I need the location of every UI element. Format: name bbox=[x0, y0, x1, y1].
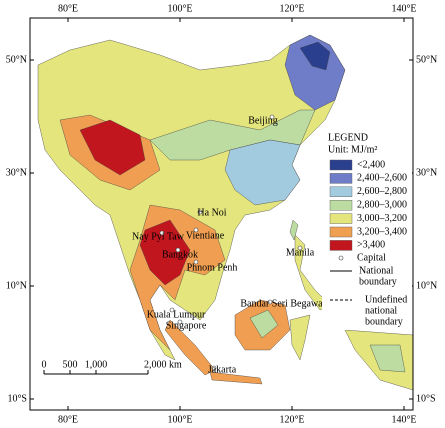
legend-label: <2,400 bbox=[357, 159, 385, 170]
lon-label: 120°E bbox=[279, 3, 304, 14]
legend-label: boundary bbox=[365, 316, 403, 327]
legend-swatch bbox=[329, 226, 353, 238]
lat-label: 50°N bbox=[416, 54, 437, 65]
lat-label: 50°N bbox=[6, 54, 27, 65]
legend-swatch bbox=[329, 159, 353, 171]
land-region bbox=[224, 139, 301, 206]
capital-label: Jakarta bbox=[208, 364, 237, 375]
capital-label: Kuala Lumpur bbox=[147, 309, 206, 320]
lon-label: 120°E bbox=[279, 414, 304, 425]
capital-label: Manila bbox=[286, 247, 315, 258]
legend-swatch bbox=[329, 186, 353, 198]
capital-label: Singapore bbox=[166, 320, 207, 331]
legend-label: Capital bbox=[357, 252, 386, 263]
capital-label: Vientiane bbox=[186, 230, 225, 241]
land bbox=[37, 34, 414, 391]
legend-label: 2,600–2,800 bbox=[357, 186, 407, 197]
land-region bbox=[299, 41, 331, 71]
land-region bbox=[164, 319, 216, 376]
scale-label: 0 bbox=[42, 359, 47, 370]
lon-label: 140°E bbox=[391, 3, 416, 14]
scale-label: 1,000 bbox=[85, 359, 108, 370]
map-frame-border bbox=[29, 17, 414, 411]
legend-label: National bbox=[359, 265, 394, 276]
capital-label: Nay Pyi Taw bbox=[132, 231, 185, 242]
capital-marker bbox=[193, 227, 199, 233]
capital-marker bbox=[211, 365, 217, 371]
capital-label: Ha Noi bbox=[197, 207, 226, 218]
legend-swatch bbox=[329, 199, 353, 211]
land-region bbox=[209, 371, 263, 385]
lat-label: 30°N bbox=[6, 167, 27, 178]
lat-label: 10°S bbox=[416, 393, 436, 404]
lon-label: 100°E bbox=[167, 3, 192, 14]
lon-label: 80°E bbox=[58, 3, 78, 14]
lon-label: 100°E bbox=[167, 414, 192, 425]
land-region bbox=[249, 309, 279, 339]
land-region bbox=[284, 34, 346, 111]
legend-label: boundary bbox=[359, 276, 397, 287]
capital-marker bbox=[175, 247, 181, 253]
capital-marker bbox=[297, 245, 303, 251]
lat-label: 10°N bbox=[6, 280, 27, 291]
legend-swatch bbox=[329, 240, 353, 251]
lon-label: 140°E bbox=[391, 414, 416, 425]
legend-capital-marker bbox=[338, 255, 344, 261]
capital-marker bbox=[197, 209, 203, 215]
land-region bbox=[139, 219, 191, 286]
legend-swatch bbox=[329, 213, 353, 224]
scale-label: 500 bbox=[63, 359, 78, 370]
lat-label: 30°N bbox=[416, 167, 437, 178]
legend-label: >3,400 bbox=[357, 240, 385, 251]
legend-label: Undefined bbox=[365, 294, 407, 305]
capital-marker bbox=[159, 230, 165, 236]
scale-label: 2,000 km bbox=[144, 359, 182, 370]
legend-title: LEGEND bbox=[328, 132, 368, 143]
capital-marker bbox=[267, 299, 273, 305]
lat-label: 10°N bbox=[416, 280, 437, 291]
capital-marker bbox=[169, 307, 175, 313]
land-region bbox=[289, 219, 299, 241]
capital-marker bbox=[193, 259, 199, 265]
land-region bbox=[369, 344, 406, 373]
capital-marker bbox=[177, 319, 183, 325]
lon-label: 80°E bbox=[58, 414, 78, 425]
capital-marker bbox=[269, 114, 275, 120]
capital-label: Bangkok bbox=[162, 249, 198, 260]
legend-unit: Unit: MJ/m² bbox=[328, 144, 377, 155]
legend-swatch bbox=[329, 173, 353, 184]
capital-label: Phnom Penh bbox=[187, 262, 238, 273]
lat-label: 10°S bbox=[7, 393, 27, 404]
capital-label: Bandar Seri Begawan bbox=[240, 298, 327, 309]
land-region bbox=[79, 119, 146, 176]
legend-label: 2,400–2,600 bbox=[357, 173, 407, 184]
land-region bbox=[289, 314, 311, 361]
legend-label: 3,200–3,400 bbox=[357, 226, 407, 237]
legend-label: 3,000–3,200 bbox=[357, 213, 407, 224]
capital-label: Beijing bbox=[248, 115, 277, 126]
legend-label: 2,800–3,000 bbox=[357, 199, 407, 210]
legend-label: national bbox=[365, 305, 397, 316]
